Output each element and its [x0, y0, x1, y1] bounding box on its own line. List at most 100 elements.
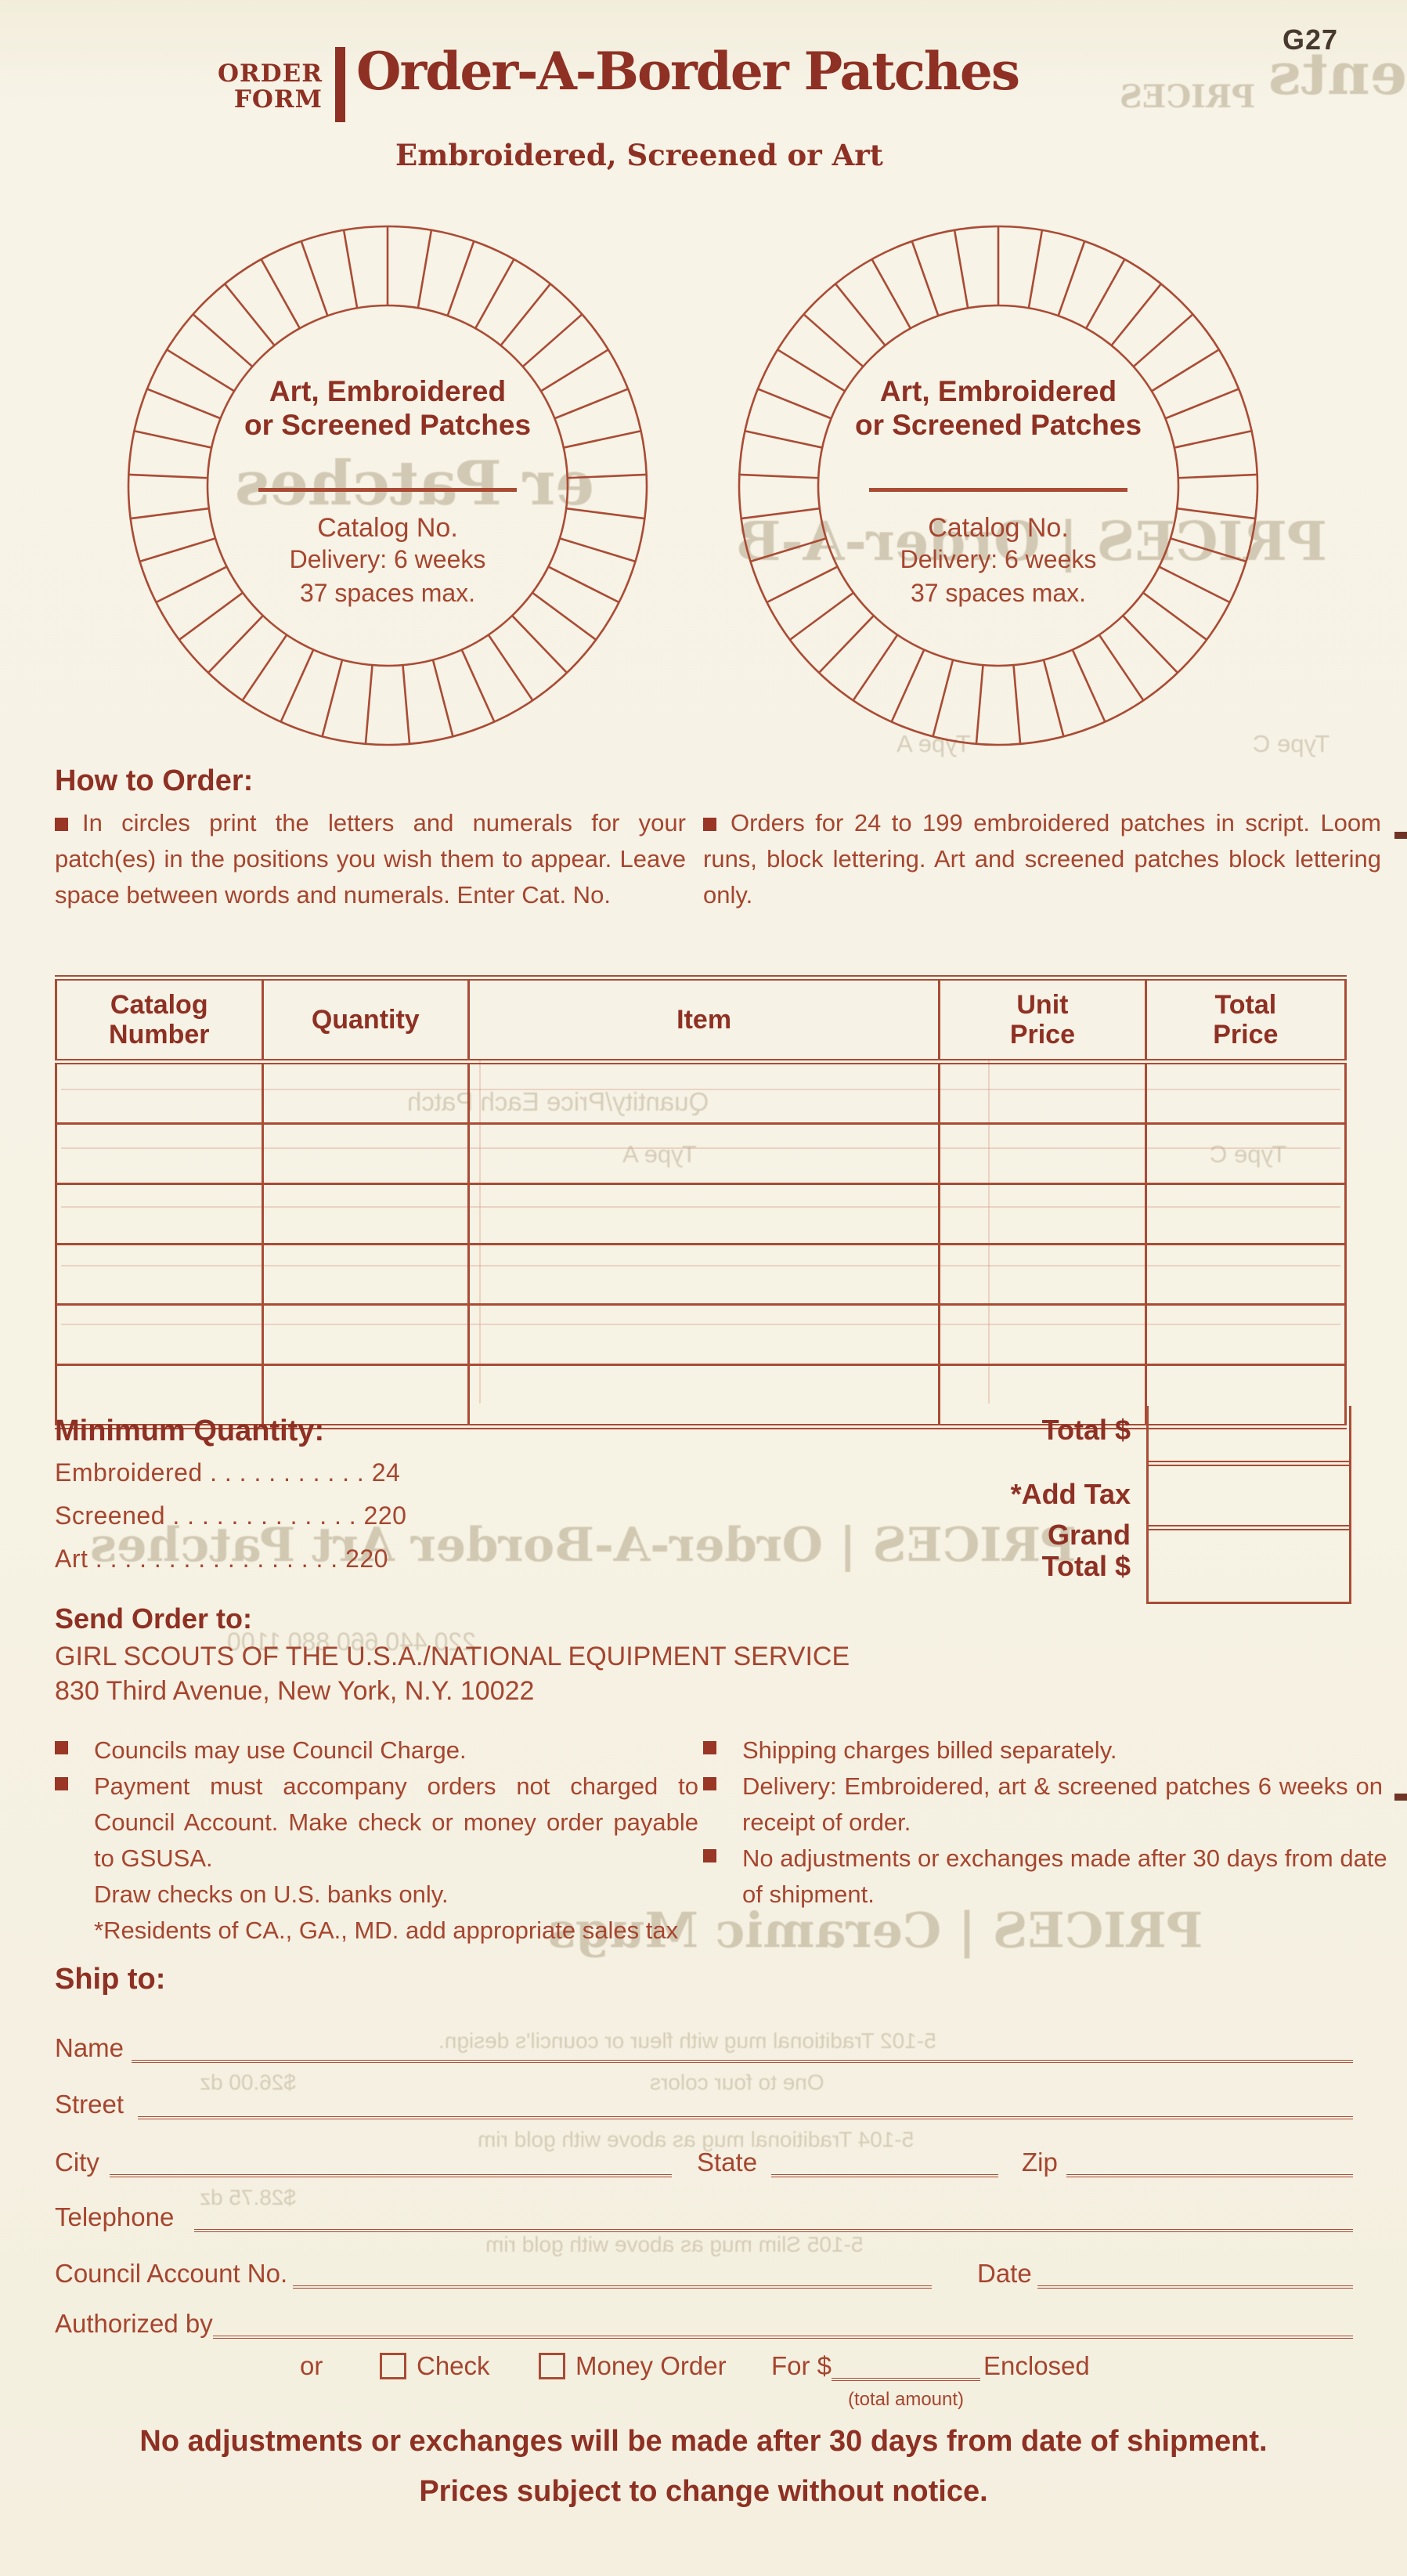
page-subtitle: Embroidered, Screened or Art	[395, 138, 883, 172]
cell-quantity[interactable]	[261, 1122, 471, 1185]
grand-total-label: Grand Total $	[880, 1519, 1131, 1582]
authorized-by-field-line[interactable]	[213, 2336, 1353, 2339]
term-shipping: Shipping charges billed separately.	[703, 1732, 1383, 1769]
amount-field-line[interactable]	[832, 2378, 980, 2381]
registration-dash-mark	[1394, 1794, 1407, 1801]
check-label: Check	[417, 2351, 490, 2380]
telephone-label: Telephone	[55, 2202, 175, 2231]
bleed-through-text: Type C	[1253, 730, 1330, 757]
cell-catalog[interactable]	[55, 1122, 264, 1185]
cell-total-price[interactable]	[1144, 1122, 1347, 1185]
cell-total-price[interactable]	[1144, 1183, 1347, 1245]
total-label: Total $	[1041, 1414, 1131, 1446]
cell-quantity[interactable]	[261, 1183, 471, 1245]
bullet-square-icon	[703, 1741, 716, 1754]
cell-catalog[interactable]	[55, 1364, 264, 1428]
cell-item[interactable]	[467, 1364, 941, 1428]
telephone-field-line[interactable]	[194, 2229, 1353, 2232]
term-text: Payment must accompany orders not charge…	[94, 1772, 698, 1872]
for-amount-label: For $	[771, 2351, 832, 2380]
patch-lettering-circle-1[interactable]: Art, Embroidered or Screened Patches Cat…	[125, 223, 650, 748]
order-table-row	[55, 1243, 1347, 1306]
column-header-unit-price: Unit Price	[938, 977, 1147, 1064]
bullet-square-icon	[703, 818, 716, 831]
street-field-line[interactable]	[138, 2116, 1353, 2119]
cell-quantity[interactable]	[261, 1060, 471, 1125]
circle-divider-rule	[258, 488, 517, 492]
cell-unit-price[interactable]	[938, 1303, 1147, 1366]
cell-quantity[interactable]	[261, 1303, 471, 1366]
bleed-through-text: $26.00 dz	[200, 2070, 296, 2094]
bleed-through-text: 5-105 Slim mug as above with gold rim	[485, 2232, 864, 2256]
bleed-through-text: 5-104 Traditional mug as above with gold…	[478, 2127, 915, 2151]
term-text: Delivery: Embroidered, art & screened pa…	[742, 1772, 1383, 1836]
cell-quantity[interactable]	[261, 1364, 471, 1428]
cell-item[interactable]	[467, 1060, 941, 1125]
term-draw-checks: Draw checks on U.S. banks only.	[55, 1877, 698, 1913]
date-field-line[interactable]	[1037, 2285, 1353, 2289]
ship-to-heading: Ship to:	[55, 1963, 166, 1996]
city-field-line[interactable]	[110, 2174, 672, 2177]
circle-caption-line1: Art, Embroidered	[269, 375, 507, 407]
cell-unit-price[interactable]	[938, 1183, 1147, 1245]
cell-unit-price[interactable]	[938, 1122, 1147, 1185]
cell-total-price[interactable]	[1144, 1364, 1347, 1428]
zip-field-line[interactable]	[1066, 2174, 1353, 2177]
money-order-checkbox[interactable]	[539, 2353, 565, 2379]
add-tax-label: *Add Tax	[1010, 1478, 1131, 1510]
how-to-order-left-bullet: In circles print the letters and numeral…	[55, 805, 686, 913]
page-code: G27	[1282, 23, 1338, 56]
patch-lettering-circle-2[interactable]: Art, Embroidered or Screened Patches Cat…	[736, 223, 1261, 748]
cell-unit-price[interactable]	[938, 1243, 1147, 1306]
how-to-order-heading: How to Order:	[55, 764, 254, 797]
circle-caption: Art, Embroidered or Screened Patches	[736, 374, 1261, 442]
cell-catalog[interactable]	[55, 1243, 264, 1306]
term-residents-tax: *Residents of CA., GA., MD. add appropri…	[55, 1913, 698, 1949]
or-label: or	[300, 2351, 323, 2380]
footer-no-adjustments: No adjustments or exchanges will be made…	[139, 2425, 1268, 2458]
term-text: Councils may use Council Charge.	[94, 1736, 467, 1764]
check-checkbox[interactable]	[380, 2353, 406, 2379]
cell-unit-price[interactable]	[938, 1060, 1147, 1125]
money-order-label: Money Order	[575, 2351, 727, 2380]
cell-total-price[interactable]	[1144, 1243, 1347, 1306]
cell-total-price[interactable]	[1144, 1060, 1347, 1125]
cell-item[interactable]	[467, 1243, 941, 1306]
header-text: Number	[109, 1020, 210, 1050]
enclosed-label: Enclosed	[983, 2351, 1090, 2380]
order-table-row	[55, 1122, 1347, 1185]
cell-unit-price[interactable]	[938, 1364, 1147, 1428]
circle-divider-rule	[869, 488, 1127, 492]
circle-delivery-label: Delivery: 6 weeks	[289, 545, 486, 573]
header-text: Unit	[1016, 990, 1069, 1020]
cell-catalog[interactable]	[55, 1303, 264, 1366]
order-form-label: ORDER FORM	[196, 61, 323, 113]
cell-item[interactable]	[467, 1183, 941, 1245]
date-label: Date	[977, 2259, 1032, 2288]
patch-ring-graphic	[127, 225, 648, 746]
circle-delivery-label: Delivery: 6 weeks	[900, 545, 1097, 573]
order-table-header-row: Catalog Number Quantity Item Unit Price To…	[55, 977, 1347, 1064]
cell-quantity[interactable]	[261, 1243, 471, 1306]
cell-item[interactable]	[467, 1122, 941, 1185]
zip-label: Zip	[1022, 2148, 1058, 2177]
totals-box-column[interactable]	[1146, 1406, 1351, 1604]
cell-catalog[interactable]	[55, 1183, 264, 1245]
page-title: Order-A-Border Patches	[356, 41, 1020, 102]
order-table: Catalog Number Quantity Item Unit Price To…	[55, 975, 1347, 1429]
cell-item[interactable]	[467, 1303, 941, 1366]
minimum-quantity-embroidered: Embroidered . . . . . . . . . . . 24	[55, 1458, 401, 1487]
name-field-line[interactable]	[132, 2060, 1353, 2063]
bleed-through-text: One to four colors	[650, 2070, 824, 2094]
cell-catalog[interactable]	[55, 1060, 264, 1125]
header-text: Price	[1213, 1020, 1279, 1050]
header-text: Quantity	[311, 1005, 420, 1035]
circle-caption-line2: or Screened Patches	[244, 409, 532, 441]
cell-total-price[interactable]	[1144, 1303, 1347, 1366]
council-account-field-line[interactable]	[293, 2285, 932, 2289]
bleed-through-text: 5-102 Traditional mug with fleur or coun…	[438, 2029, 936, 2053]
header-text: Price	[1009, 1020, 1076, 1050]
term-delivery: Delivery: Embroidered, art & screened pa…	[703, 1769, 1383, 1841]
state-field-line[interactable]	[771, 2174, 998, 2177]
circle-spaces-label: 37 spaces max.	[299, 579, 476, 607]
